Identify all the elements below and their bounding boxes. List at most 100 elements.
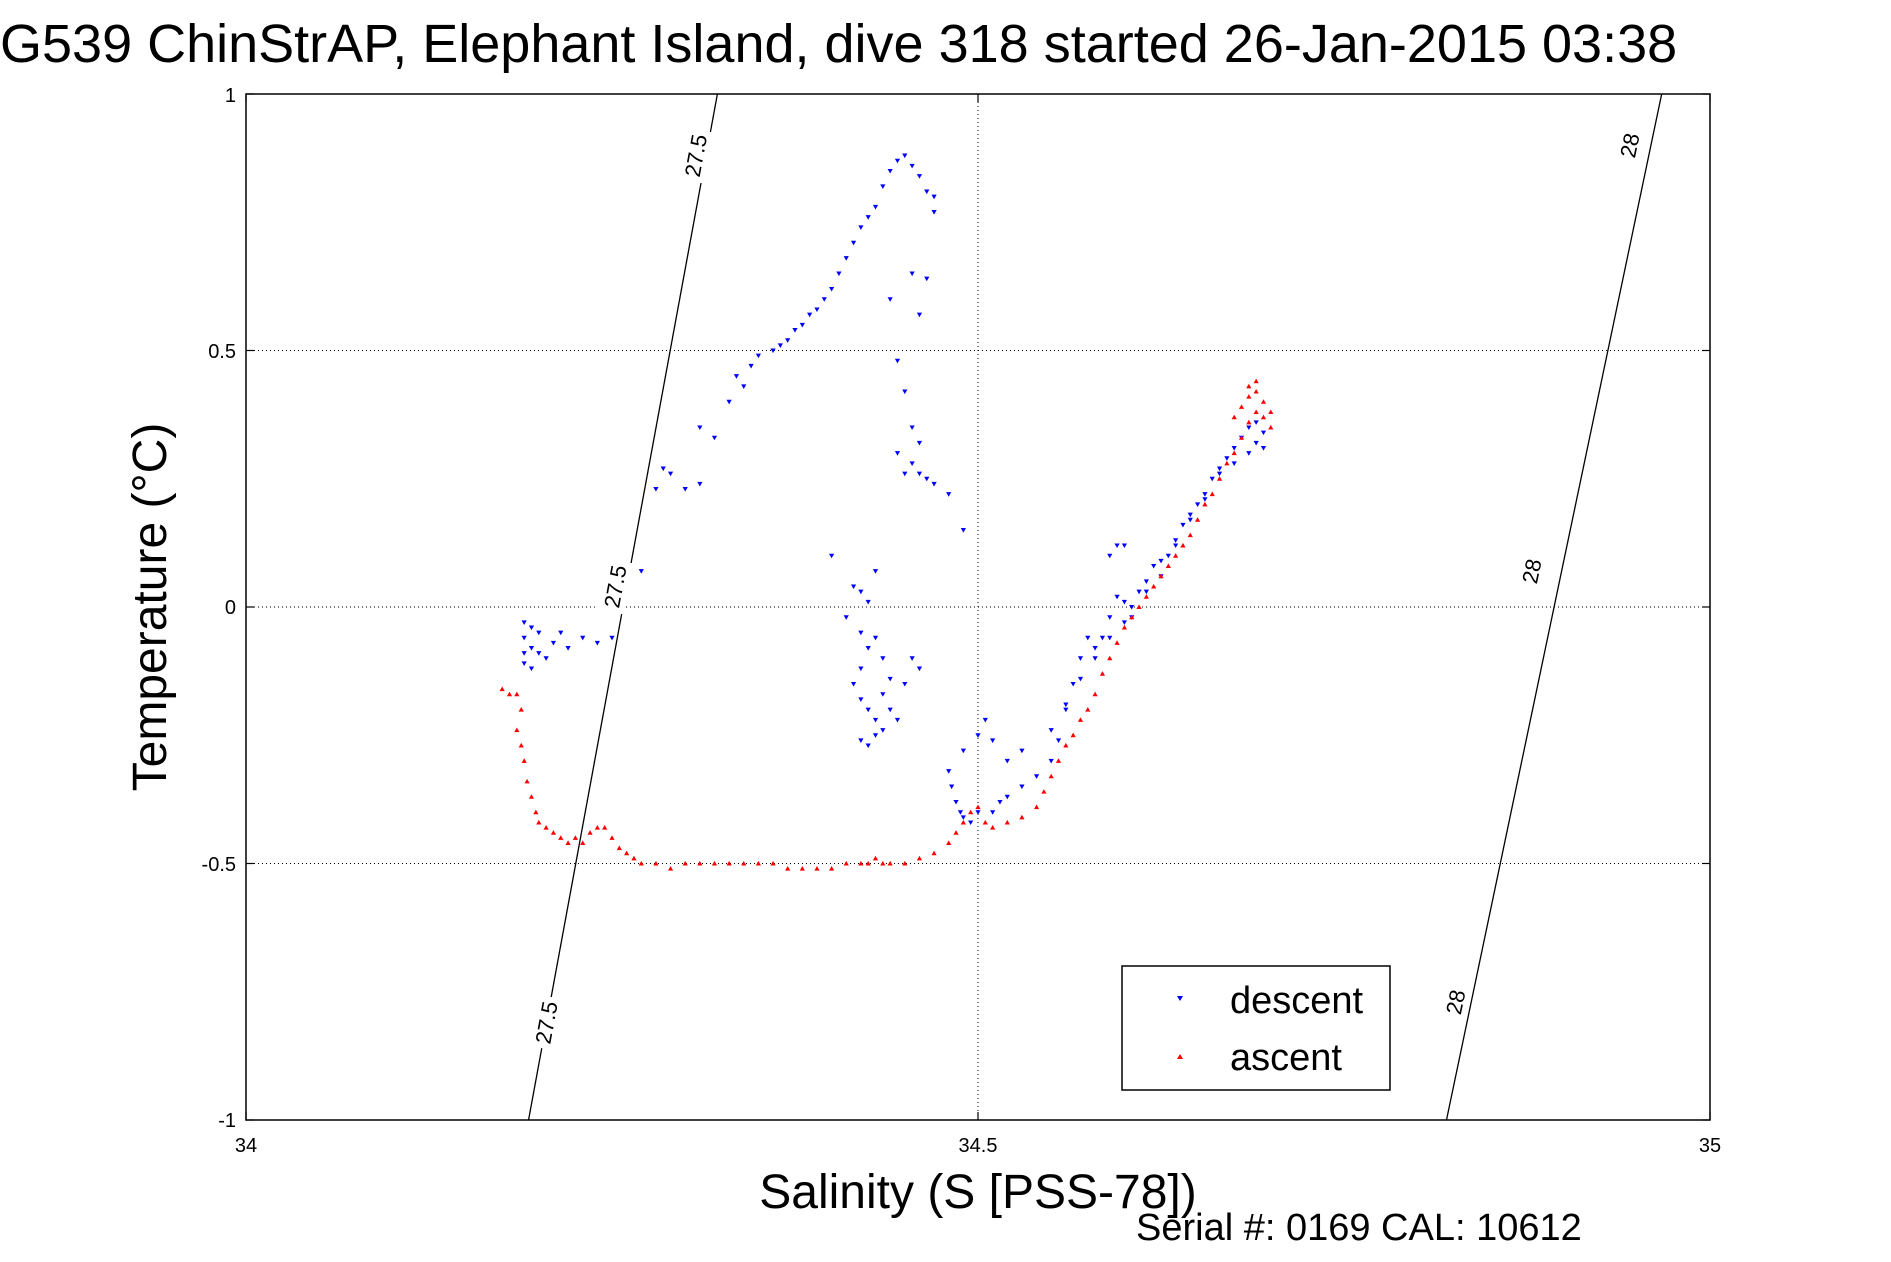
descent-point — [887, 297, 893, 302]
chart-title: G539 ChinStrAP, Elephant Island, dive 31… — [0, 14, 1677, 74]
descent-point — [872, 733, 879, 738]
descent-point — [916, 312, 923, 318]
y-tick-label: 1 — [225, 85, 236, 107]
descent-point — [858, 225, 864, 230]
descent-point — [909, 461, 915, 466]
descent-point — [536, 651, 542, 656]
ascent-point — [1099, 671, 1106, 676]
descent-point — [1180, 522, 1186, 528]
ascent-point — [667, 866, 674, 871]
isopycnal-label-group: 27.5 — [677, 127, 713, 184]
ascent-point — [880, 860, 886, 866]
ascent-point — [1063, 742, 1069, 748]
descent-point — [968, 820, 974, 826]
axis-ticks — [245, 93, 1711, 1121]
descent-point — [1092, 646, 1098, 651]
descent-point — [1114, 594, 1120, 600]
descent-point — [1143, 589, 1149, 595]
descent-point — [858, 666, 864, 672]
descent-point — [894, 358, 901, 364]
ascent-point — [1231, 450, 1237, 456]
descent-point — [1085, 635, 1091, 641]
descent-point — [550, 640, 557, 646]
descent-point — [924, 189, 930, 195]
legend-descent-marker — [1177, 996, 1183, 1001]
ascent-point — [799, 866, 805, 871]
descent-point — [682, 487, 688, 492]
ascent-point — [506, 691, 513, 697]
descent-point — [580, 635, 586, 641]
ascent-point — [1180, 542, 1186, 548]
descent-point — [528, 666, 535, 672]
descent-point — [990, 810, 996, 815]
descent-point — [1187, 512, 1193, 518]
ascent-point — [533, 809, 539, 815]
descent-point — [953, 799, 959, 805]
ascent-point — [1041, 789, 1047, 794]
ascent-point — [543, 824, 549, 830]
ascent-point — [1253, 388, 1259, 394]
descent-point — [807, 312, 813, 318]
ascent-point — [1085, 707, 1091, 712]
descent-point — [894, 717, 901, 723]
ascent-point — [1165, 563, 1171, 568]
ascent-point — [1077, 717, 1084, 722]
descent-point — [829, 286, 835, 292]
descent-point — [850, 584, 857, 590]
ascent-point — [1136, 604, 1142, 609]
y-tick-label: -0.5 — [202, 854, 236, 876]
ascent-point — [726, 860, 732, 866]
ascent-point — [653, 860, 659, 866]
descent-point — [697, 481, 703, 487]
descent-point — [1033, 774, 1040, 779]
descent-point — [711, 435, 718, 441]
ascent-point — [602, 824, 608, 830]
ascent-point — [1202, 501, 1208, 507]
descent-point — [1253, 440, 1259, 446]
ascent-point — [1173, 553, 1179, 558]
ascent-point — [755, 860, 761, 866]
descent-point — [1260, 430, 1267, 436]
descent-point — [836, 271, 842, 277]
legend-descent-label: descent — [1230, 980, 1364, 1022]
descent-point — [909, 425, 915, 431]
descent-point — [902, 681, 908, 687]
descent-point — [1216, 471, 1223, 477]
ascent-point — [872, 855, 879, 861]
descent-point — [1173, 538, 1179, 543]
descent-point — [850, 240, 857, 246]
descent-point — [558, 630, 564, 636]
descent-point — [1209, 476, 1215, 482]
descent-point — [865, 215, 871, 220]
descent-point — [894, 158, 901, 164]
ascent-point — [536, 819, 542, 825]
ascent-point — [1151, 583, 1157, 589]
descent-point — [1246, 425, 1252, 431]
descent-point — [872, 717, 879, 723]
ascent-point — [1268, 424, 1274, 430]
grid-lines — [246, 94, 1710, 1120]
descent-point — [916, 471, 923, 477]
descent-point — [594, 640, 600, 646]
ascent-point — [865, 860, 871, 866]
descent-point — [858, 630, 864, 636]
ascent-point — [975, 804, 981, 810]
ascent-point — [785, 866, 791, 871]
descent-point — [1129, 605, 1135, 610]
descent-point — [543, 656, 549, 661]
descent-point — [1246, 451, 1252, 456]
descent-point — [916, 666, 923, 672]
isopycnal-label: 28 — [1441, 988, 1470, 1017]
ascent-point — [521, 758, 527, 763]
ascent-point — [1268, 409, 1274, 415]
isopycnal-line — [1445, 93, 1663, 1121]
ascent-point — [843, 860, 849, 866]
ascent-point — [682, 860, 688, 866]
descent-point — [1231, 461, 1237, 466]
descent-point — [924, 476, 930, 482]
ascent-point — [518, 707, 524, 712]
isopycnal-label: 28 — [1517, 557, 1546, 586]
ascent-point — [814, 866, 820, 871]
descent-point — [748, 363, 754, 369]
ascent-point — [1055, 758, 1062, 763]
